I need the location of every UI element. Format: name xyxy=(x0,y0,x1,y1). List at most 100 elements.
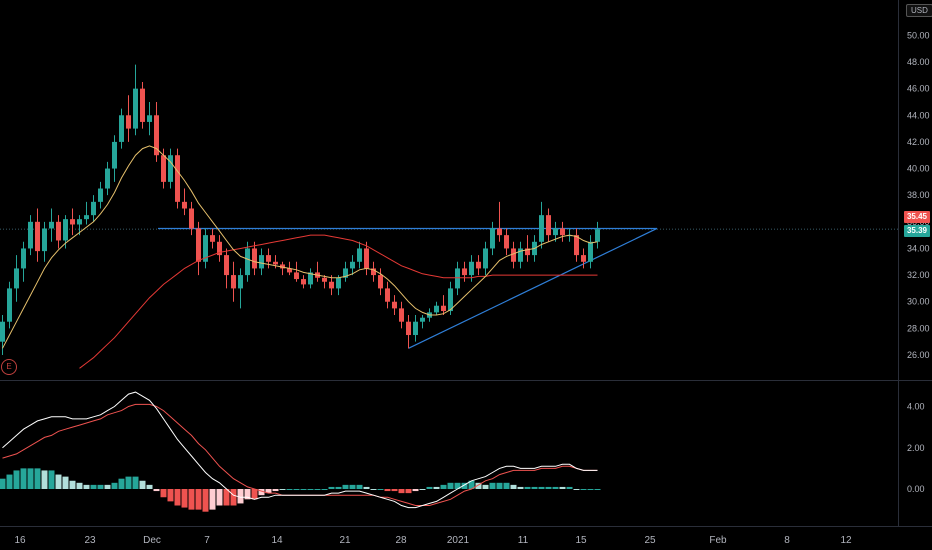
candle-body xyxy=(91,201,96,216)
candle-body xyxy=(371,268,376,276)
price-tick-label: 34.00 xyxy=(907,243,930,253)
macd-histogram-bar xyxy=(440,484,447,489)
candle-body xyxy=(378,275,383,289)
candle-body xyxy=(14,268,19,289)
macd-histogram-bar xyxy=(13,470,20,489)
price-tick-label: 50.00 xyxy=(907,30,930,40)
macd-histogram-bar xyxy=(125,476,132,489)
candle-body xyxy=(434,305,439,313)
macd-histogram-bar xyxy=(202,489,209,512)
price-tick-label: 42.00 xyxy=(907,137,930,147)
macd-line xyxy=(2,391,598,509)
candle-body xyxy=(189,208,194,229)
macd-histogram-bar xyxy=(97,484,104,489)
macd-histogram-bar xyxy=(482,484,489,489)
time-axis-label: 2021 xyxy=(447,535,470,546)
candle-body xyxy=(406,321,411,336)
candle-body xyxy=(455,268,460,289)
support-trendline xyxy=(408,227,658,349)
macd-histogram-bar xyxy=(62,476,69,489)
candle-body xyxy=(175,155,180,202)
macd-histogram-bar xyxy=(377,489,384,490)
earnings-icon[interactable]: E xyxy=(1,359,17,375)
candle-body xyxy=(182,201,187,209)
candle-body xyxy=(147,115,152,122)
price-tick-label: 40.00 xyxy=(907,164,930,174)
candle-body xyxy=(154,115,159,156)
candle-body xyxy=(287,268,292,273)
macd-pane xyxy=(0,391,601,512)
candle-body xyxy=(301,279,306,285)
time-axis-label: 21 xyxy=(339,535,351,546)
price-tick-label: 26.00 xyxy=(907,350,930,360)
macd-histogram-bar xyxy=(447,482,454,489)
macd-histogram-bar xyxy=(524,486,531,489)
macd-histogram-bar xyxy=(454,482,461,489)
time-axis-label: 14 xyxy=(271,535,283,546)
candle-body xyxy=(112,141,117,169)
candle-body xyxy=(399,308,404,322)
macd-histogram-bar xyxy=(286,489,293,490)
candle-body xyxy=(42,228,47,252)
macd-histogram-bar xyxy=(279,489,286,490)
price-pane xyxy=(0,64,898,369)
macd-histogram-bar xyxy=(90,484,97,489)
last-price-tag: 35.45 xyxy=(904,211,930,223)
macd-histogram-bar xyxy=(580,489,587,490)
candle-body xyxy=(63,219,68,241)
macd-histogram-bar xyxy=(468,480,475,489)
macd-histogram-bar xyxy=(132,476,139,489)
macd-histogram-bar xyxy=(258,489,265,496)
candle-body xyxy=(259,255,264,269)
candle-body xyxy=(238,275,243,289)
macd-histogram-bar xyxy=(314,489,321,490)
macd-histogram-bar xyxy=(6,474,13,489)
candle-body xyxy=(294,272,299,280)
macd-histogram-bar xyxy=(349,484,356,489)
macd-histogram-bar xyxy=(0,478,6,489)
time-axis-label: 25 xyxy=(644,535,656,546)
candle-body xyxy=(350,261,355,269)
macd-histogram-bar xyxy=(83,484,90,489)
macd-histogram-bar xyxy=(363,486,370,489)
macd-histogram-bar xyxy=(356,484,363,489)
time-axis-label: Dec xyxy=(143,535,161,546)
candle-body xyxy=(168,155,173,182)
candle-body xyxy=(77,219,82,225)
time-axis-label: 11 xyxy=(518,535,529,546)
candle-body xyxy=(56,221,61,241)
macd-histogram-bar xyxy=(328,486,335,489)
candle-body xyxy=(462,268,467,276)
candle-body xyxy=(231,275,236,289)
macd-histogram-bar xyxy=(41,470,48,489)
macd-histogram-bar xyxy=(552,486,559,489)
candle-body xyxy=(357,248,362,262)
macd-histogram-bar xyxy=(433,486,440,489)
candle-body xyxy=(308,272,313,285)
macd-histogram-bar xyxy=(20,468,27,489)
time-axis-label: 8 xyxy=(784,535,790,546)
macd-histogram-bar xyxy=(566,486,573,489)
macd-histogram-bar xyxy=(384,489,391,492)
candle-body xyxy=(546,215,551,236)
candle-body xyxy=(497,228,502,236)
candle-body xyxy=(49,221,54,229)
candle-body xyxy=(245,248,250,276)
macd-histogram-bar xyxy=(321,489,328,490)
candle-body xyxy=(210,235,215,242)
macd-histogram-bar xyxy=(237,489,244,504)
candle-body xyxy=(322,277,327,282)
macd-histogram-bar xyxy=(426,486,433,489)
candle-body xyxy=(329,281,334,289)
fast-moving-average xyxy=(2,145,598,349)
macd-histogram-bar xyxy=(146,484,153,489)
macd-histogram-bar xyxy=(111,482,118,489)
candle-body xyxy=(133,88,138,129)
currency-badge[interactable]: USD xyxy=(906,4,932,17)
macd-histogram-bar xyxy=(251,489,258,500)
macd-histogram-bar xyxy=(594,489,601,490)
candle-body xyxy=(196,228,201,262)
candle-body xyxy=(518,248,523,262)
candle-body xyxy=(224,255,229,276)
